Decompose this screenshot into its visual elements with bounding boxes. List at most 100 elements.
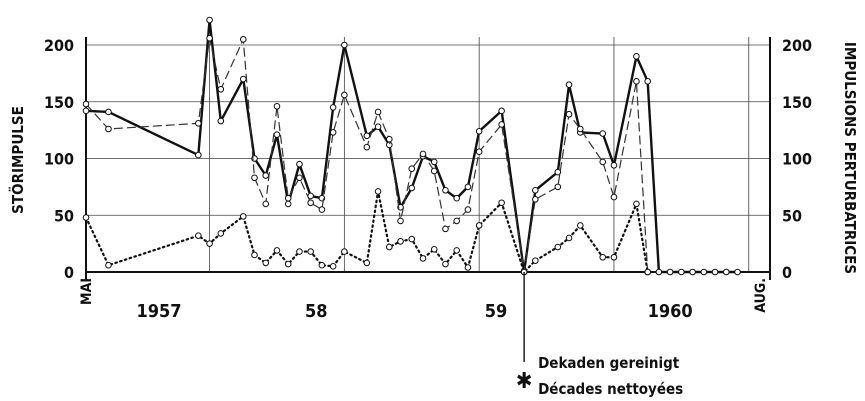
series-dotted-line [84, 190, 649, 274]
data-point [532, 186, 539, 194]
series-solid-line [85, 18, 738, 274]
data-point [307, 199, 314, 207]
data-point [430, 158, 438, 166]
series-layer [82, 16, 741, 276]
y-tick-label-right: 0 [782, 263, 792, 282]
data-point [576, 222, 584, 229]
data-point [419, 255, 427, 262]
data-point [644, 268, 651, 276]
x-tick-label: AUG. [753, 278, 769, 313]
y-tick-label-right: 50 [782, 206, 802, 225]
data-point [262, 200, 270, 208]
data-point [442, 225, 449, 233]
data-point [610, 162, 618, 169]
y-tick-label-right: 100 [782, 150, 812, 169]
data-point [442, 186, 449, 194]
data-point [82, 100, 90, 108]
data-point [678, 268, 685, 276]
data-point [251, 251, 258, 259]
y-tick-label-right: 200 [782, 36, 812, 55]
data-point [554, 183, 562, 191]
x-tick-label: MAI [79, 278, 95, 305]
data-point [498, 107, 505, 115]
data-point [329, 104, 337, 111]
x-tick-label: 59 [485, 301, 508, 322]
data-point [273, 131, 281, 138]
data-point [341, 248, 348, 255]
data-point [251, 174, 258, 182]
data-point [711, 268, 719, 276]
data-point [397, 217, 404, 225]
data-point [239, 36, 247, 43]
data-point [195, 151, 202, 159]
data-point [655, 268, 663, 276]
data-point [475, 148, 483, 155]
data-point [397, 204, 404, 211]
data-point [442, 260, 449, 268]
data-point [105, 108, 112, 116]
data-point [666, 268, 674, 276]
data-point [565, 110, 573, 118]
data-point [296, 248, 303, 255]
data-point [217, 230, 225, 237]
data-point [329, 129, 337, 136]
data-point [105, 261, 112, 269]
annotation: ✱ Dekaden gereinigt Décades nettoyées [516, 272, 683, 398]
y-tick-label-left: 100 [44, 150, 74, 169]
data-point [453, 247, 461, 254]
data-point [554, 243, 562, 251]
data-point [644, 78, 651, 85]
data-point [599, 158, 607, 166]
data-point [82, 107, 90, 115]
data-point [262, 172, 270, 179]
data-point [307, 248, 314, 255]
data-point [633, 78, 640, 85]
data-point [565, 81, 573, 89]
data-point [318, 206, 326, 213]
data-point [723, 268, 730, 276]
y-axis-label-right: IMPULSIONS PERTURBATRICES [841, 42, 859, 274]
data-point [341, 41, 348, 49]
data-point [464, 183, 472, 191]
data-point [296, 174, 303, 182]
series-dashed-line [85, 37, 649, 273]
data-point [576, 125, 584, 133]
data-point [633, 53, 640, 60]
data-point [430, 246, 438, 253]
data-point [329, 263, 337, 270]
data-point [464, 206, 472, 213]
data-point [296, 160, 303, 168]
y-tick-label-left: 0 [64, 263, 74, 282]
data-point [284, 200, 292, 208]
data-point [386, 135, 393, 143]
data-point [599, 253, 607, 261]
data-point [498, 121, 505, 128]
data-point [386, 243, 393, 251]
x-tick-label: 58 [305, 301, 328, 322]
data-point [374, 123, 382, 131]
data-point [195, 232, 202, 239]
data-point [464, 264, 472, 271]
data-point [82, 214, 90, 221]
data-point [273, 102, 281, 110]
data-point [374, 108, 382, 116]
data-point [532, 257, 539, 264]
data-point [475, 222, 483, 229]
data-point [700, 268, 708, 276]
data-point [453, 217, 461, 225]
labels: 0 0 50 50 100 100 150 150 200 200 MAI 1957 58 59 1960 A… [44, 36, 812, 322]
annotation-marker: ✱ [516, 369, 533, 394]
data-point [239, 75, 247, 83]
data-point [363, 143, 371, 151]
data-point [318, 261, 326, 269]
data-point [206, 34, 213, 42]
data-point [363, 259, 371, 267]
data-point [217, 117, 225, 125]
data-point [554, 168, 562, 176]
data-point [217, 85, 225, 93]
data-point [408, 235, 416, 243]
data-point [532, 196, 539, 203]
data-point [341, 91, 348, 99]
data-point [408, 165, 416, 173]
